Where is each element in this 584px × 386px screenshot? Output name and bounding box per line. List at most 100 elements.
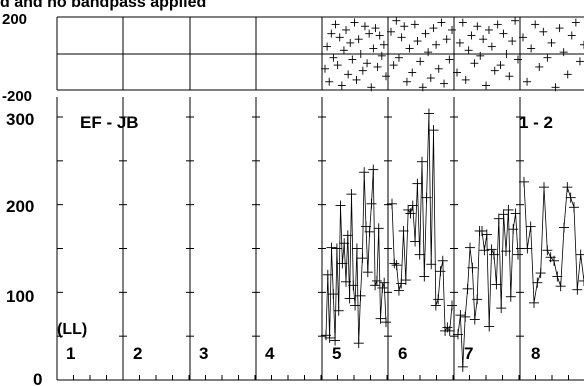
phase-point xyxy=(377,51,386,60)
phase-point xyxy=(382,72,390,81)
amp-point xyxy=(419,271,430,282)
phase-point xyxy=(397,33,406,42)
phase-point xyxy=(405,44,414,53)
phase-point xyxy=(360,22,369,31)
amp-point xyxy=(529,297,539,308)
amp-point xyxy=(370,280,381,291)
phase-point xyxy=(344,70,353,79)
amp-point xyxy=(426,259,437,270)
chart-title: d and no bandpass applied xyxy=(0,0,206,11)
phase-point xyxy=(448,25,456,34)
phase-point xyxy=(339,46,348,55)
amp-point xyxy=(393,285,404,296)
amp-point xyxy=(341,276,351,287)
amp-point xyxy=(337,258,348,269)
amp-point xyxy=(462,283,473,294)
phase-point xyxy=(535,62,544,71)
phase-point xyxy=(467,31,476,40)
amp-point xyxy=(364,226,375,237)
phase-point xyxy=(440,79,449,88)
amp-point xyxy=(348,280,359,291)
channel-label: 8 xyxy=(531,344,540,363)
amp-point xyxy=(398,225,409,236)
phase-point xyxy=(335,33,344,42)
amp-point xyxy=(562,182,573,193)
amp-point xyxy=(535,268,546,279)
amp-point xyxy=(469,314,480,325)
amp-point xyxy=(377,282,388,293)
phase-point xyxy=(354,35,363,44)
amp-point xyxy=(486,244,497,255)
amp-point xyxy=(453,329,463,340)
amp-point xyxy=(572,284,583,295)
phase-point xyxy=(555,24,564,33)
phase-point xyxy=(505,72,514,81)
phase-point xyxy=(373,62,382,71)
phase-point xyxy=(519,33,527,42)
amp-point xyxy=(496,303,507,314)
phase-point xyxy=(358,66,367,75)
amp-point xyxy=(491,279,502,290)
phase-point xyxy=(346,38,355,47)
amp-point xyxy=(569,202,579,213)
amp-point xyxy=(371,275,382,286)
amp-point xyxy=(503,204,514,215)
amp-point xyxy=(350,300,361,311)
channel-label: 4 xyxy=(265,344,275,363)
phase-point xyxy=(567,31,576,40)
amp-point xyxy=(575,249,584,260)
amp-point xyxy=(433,294,444,305)
amp-point xyxy=(405,208,416,219)
amp-tick-200: 200 xyxy=(6,197,34,216)
amp-point xyxy=(455,310,466,321)
amp-point xyxy=(366,198,377,209)
amp-point xyxy=(346,189,357,200)
phase-point xyxy=(426,74,435,83)
phase-point xyxy=(490,66,499,75)
amp-point xyxy=(407,200,418,211)
amp-point xyxy=(435,266,446,277)
amp-point xyxy=(484,321,495,332)
amp-point xyxy=(549,255,559,266)
amp-point xyxy=(381,317,391,328)
phase-point xyxy=(464,46,473,55)
phase-point xyxy=(575,57,584,66)
phase-point xyxy=(487,42,496,51)
amp-point xyxy=(513,249,523,260)
amp-point xyxy=(505,291,516,302)
phase-point xyxy=(523,77,532,86)
amp-point xyxy=(481,229,492,240)
phase-point xyxy=(387,27,395,36)
amp-point xyxy=(498,209,509,220)
amp-point xyxy=(460,311,471,322)
amp-point xyxy=(414,249,425,260)
amp-series xyxy=(321,108,584,372)
phase-point xyxy=(352,75,361,84)
channel-label: 1 xyxy=(66,344,75,363)
phase-point xyxy=(323,42,332,51)
phase-point xyxy=(559,48,568,57)
phase-point xyxy=(571,18,580,27)
amp-point xyxy=(353,338,364,349)
phase-point xyxy=(394,53,403,62)
phase-points xyxy=(321,16,584,92)
amp-point xyxy=(479,245,490,256)
phase-point xyxy=(348,55,357,64)
phase-point xyxy=(539,27,548,36)
phase-point xyxy=(563,70,572,79)
amp-point xyxy=(421,192,432,203)
amp-point xyxy=(444,325,455,336)
phase-point xyxy=(543,53,552,62)
phase-point xyxy=(502,50,511,58)
phase-point xyxy=(482,81,491,90)
phase-point xyxy=(508,37,517,46)
amp-point xyxy=(412,178,423,189)
amp-point xyxy=(532,277,543,288)
amp-panel: 300 200 100 0 EF - JB 1 - 2 (LL) 1 2 3 4 5 6 7… xyxy=(6,97,584,386)
phase-point xyxy=(432,40,441,49)
amp-point xyxy=(333,305,344,316)
amp-point xyxy=(428,125,439,136)
phase-point xyxy=(514,55,522,64)
phase-point xyxy=(455,38,464,47)
